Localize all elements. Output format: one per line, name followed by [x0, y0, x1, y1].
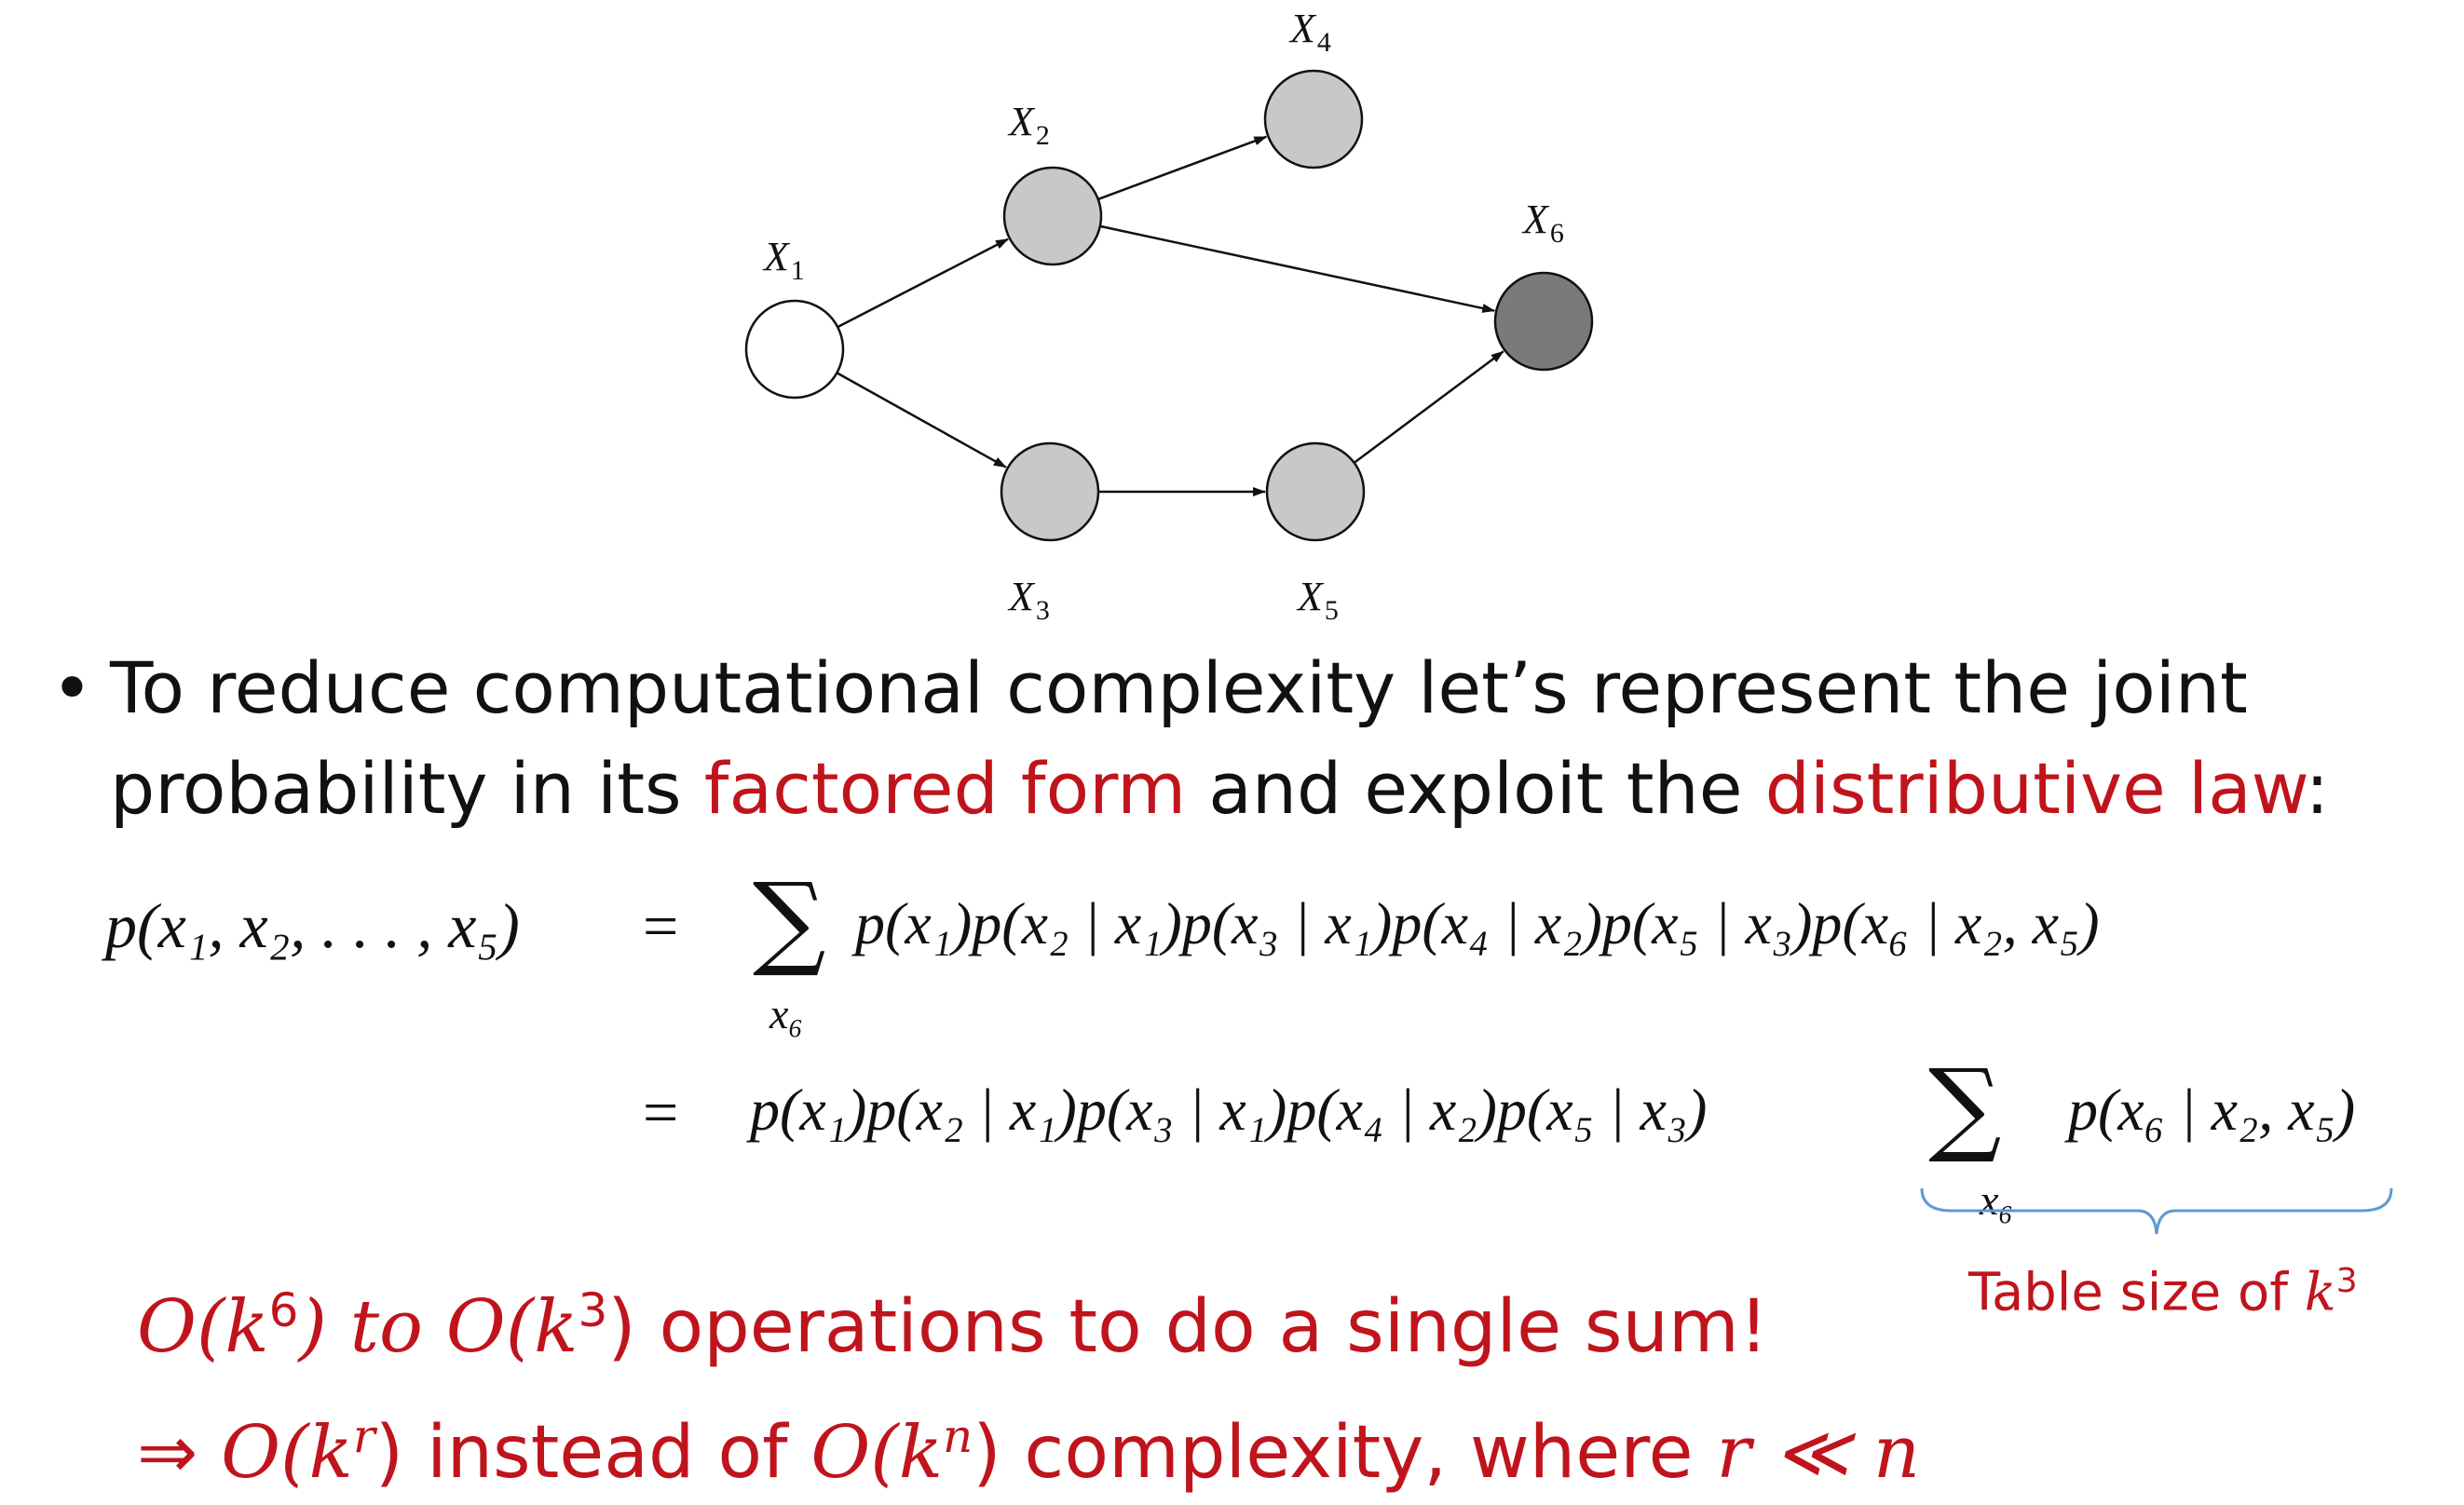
node-x1 [744, 299, 845, 400]
sum-symbol-1: ∑ [753, 861, 826, 980]
bullet-text-part-2: and exploit the [1186, 747, 1765, 830]
equation-line-2-factors: p(x₁)p(x₂ | x₁)p(x₃ | x₁)p(x₄ | x₂)p(x₅ … [750, 1077, 1708, 1143]
node-label-x6: X6 [1521, 197, 1564, 249]
edge-x5-x6 [1353, 350, 1504, 464]
k-term-2: (k [505, 1285, 579, 1369]
big-o-4: O [810, 1411, 871, 1495]
node-label-x5: X5 [1296, 574, 1339, 626]
bayesian-network-diagram: X1 X2 X3 X4 X5 X6 [744, 6, 1594, 626]
big-o-3: O [221, 1411, 281, 1495]
table-size-note: Table size of k3 [1968, 1262, 2358, 1323]
instead-of-text: ) instead of [374, 1411, 811, 1495]
exponent-r: r [352, 1409, 375, 1463]
node-x5 [1265, 441, 1366, 542]
big-o-2: O [445, 1285, 506, 1369]
equals-sign-1: = [643, 890, 679, 961]
node-label-x4: X4 [1288, 6, 1331, 58]
bullet-text-part-3: : [2305, 747, 2330, 830]
edge-x1-x3 [836, 372, 1007, 468]
highlight-factored-form: factored form [703, 747, 1187, 830]
r-much-less-n: r ≪ n [1716, 1411, 1921, 1495]
table-size-exponent: 3 [2335, 1262, 2358, 1300]
node-x3 [1000, 441, 1100, 542]
implies-arrow: ⇒ [137, 1411, 222, 1495]
k-term-4: (k [870, 1411, 943, 1495]
exponent-n: n [943, 1409, 973, 1463]
table-size-text: Table size of [1968, 1262, 2305, 1323]
exponent-3: 3 [578, 1283, 608, 1337]
sum-index-2: x₆ [1980, 1176, 2014, 1224]
table-size-k: k [2304, 1262, 2336, 1323]
exponent-6: 6 [268, 1283, 299, 1337]
node-label-x2: X2 [1007, 99, 1050, 151]
node-x6 [1493, 271, 1594, 372]
equation-line-2-term: p(x₆ | x₂, x₅) [2068, 1077, 2356, 1143]
operations-text: ) operations to do a single sum! [607, 1285, 1769, 1369]
k-term-3: (k [280, 1411, 353, 1495]
node-label-x3: X3 [1007, 574, 1050, 626]
bullet-marker: • [51, 646, 93, 729]
conclusion-line-2: ⇒ O(kr) instead of O(kn) complexity, whe… [137, 1409, 1920, 1495]
conclusion-line-1: O(k6) to O(k3) operations to do a single… [137, 1283, 1768, 1369]
to-text: ) to [298, 1285, 446, 1369]
bullet-text: To reduce computational complexity let’s… [110, 638, 2436, 839]
k-term-1: (k [196, 1285, 269, 1369]
node-label-x1: X1 [762, 234, 805, 286]
edge-x2-x4 [1097, 135, 1268, 201]
sum-index-1: x₆ [769, 990, 804, 1037]
node-x4 [1263, 69, 1364, 169]
equals-sign-2: = [643, 1077, 679, 1147]
equation-lhs: p(x₁, x₂, . . . , x₅) [105, 890, 520, 961]
node-x2 [1002, 166, 1103, 266]
bullet-point: • To reduce computational complexity let… [51, 638, 2436, 839]
highlight-distributive-law: distributive law [1764, 747, 2306, 830]
complexity-text: ) complexity, where [973, 1411, 1717, 1495]
big-o-1: O [137, 1285, 197, 1369]
sum-symbol-2: ∑ [1928, 1047, 2002, 1166]
underbrace [1920, 1187, 2393, 1235]
edge-x2-x6 [1099, 224, 1496, 313]
equation-line-1-rhs: p(x₁)p(x₂ | x₁)p(x₃ | x₁)p(x₄ | x₂)p(x₅ … [855, 890, 2100, 956]
bullet-text-part-1: To reduce computational complexity let’s… [110, 646, 2248, 830]
edge-x1-x2 [837, 237, 1009, 329]
